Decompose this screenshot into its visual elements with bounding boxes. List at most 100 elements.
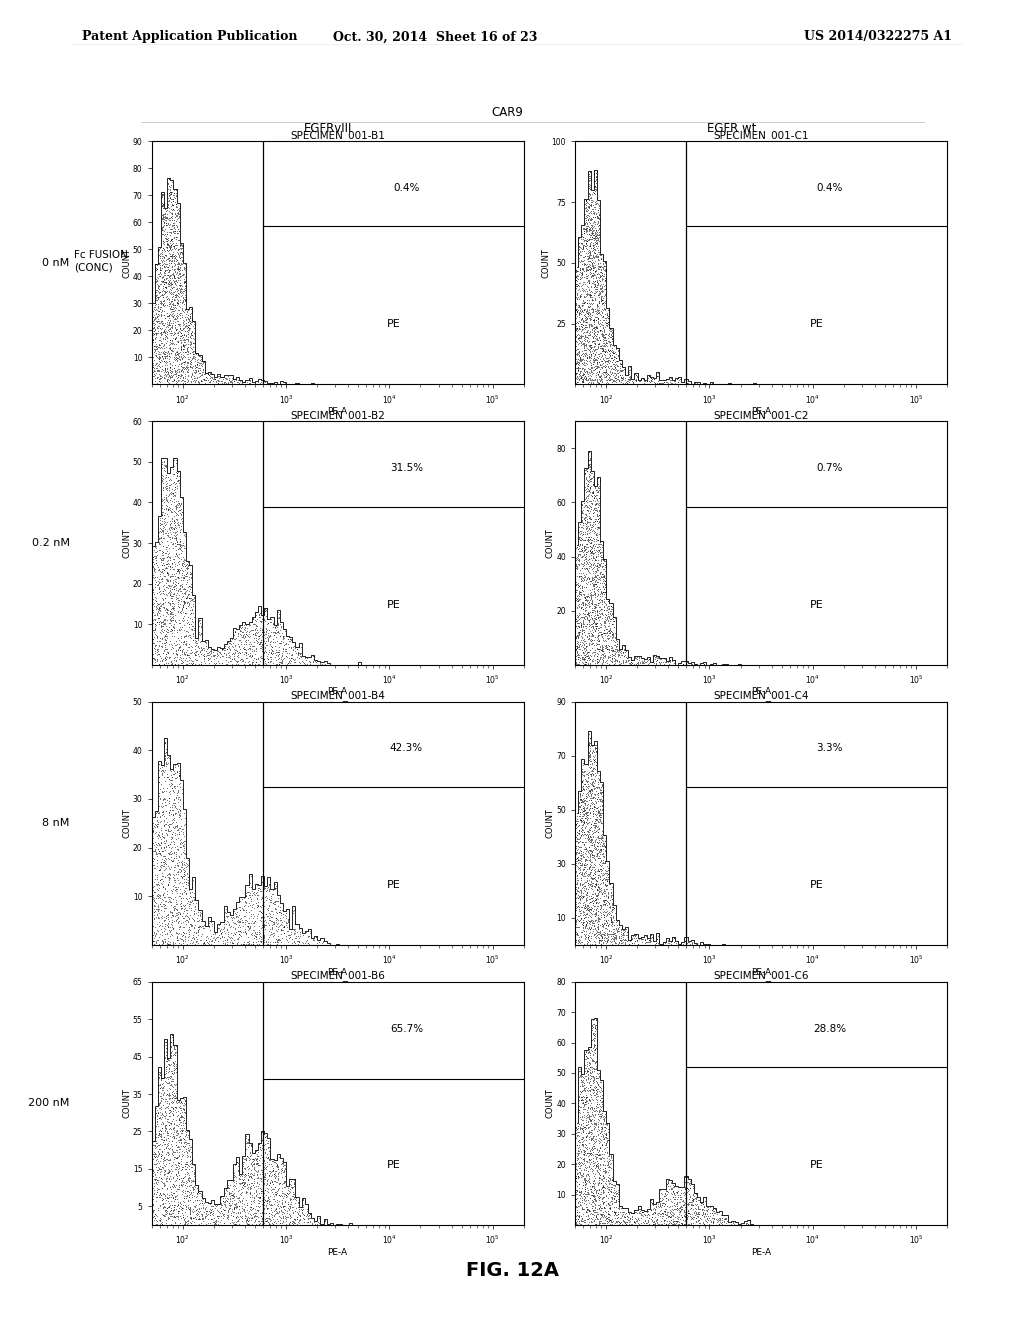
Point — [593, 265, 609, 286]
Point — [249, 888, 265, 909]
Point — [256, 609, 272, 630]
Point — [635, 652, 651, 673]
Point — [167, 1096, 183, 1117]
Point — [601, 1123, 617, 1144]
Point — [587, 478, 603, 499]
Point — [261, 1140, 278, 1162]
Point — [157, 367, 173, 388]
Point — [580, 366, 596, 387]
Point — [593, 583, 609, 605]
Point — [153, 900, 169, 921]
Point — [608, 651, 625, 672]
Point — [569, 857, 586, 878]
Point — [584, 1065, 600, 1086]
Point — [249, 631, 265, 652]
Point — [568, 638, 585, 659]
Point — [593, 1148, 609, 1170]
Point — [163, 1031, 179, 1052]
Point — [169, 294, 185, 315]
Point — [577, 875, 593, 896]
Point — [586, 747, 602, 768]
Point — [574, 610, 591, 631]
Point — [199, 929, 215, 950]
Point — [152, 634, 168, 655]
Point — [584, 649, 600, 671]
Point — [585, 474, 601, 495]
Point — [571, 805, 588, 826]
Point — [150, 639, 166, 660]
Point — [584, 867, 600, 888]
Point — [170, 862, 186, 883]
Point — [162, 780, 178, 801]
Point — [175, 644, 191, 665]
Point — [174, 347, 190, 368]
Point — [615, 651, 632, 672]
Point — [267, 616, 284, 638]
Point — [248, 1150, 264, 1171]
Point — [156, 215, 172, 236]
Point — [696, 1206, 713, 1228]
Point — [151, 614, 167, 635]
Point — [221, 639, 238, 660]
Point — [147, 290, 164, 312]
Point — [164, 482, 180, 503]
Point — [148, 582, 165, 603]
Point — [606, 909, 623, 931]
Point — [583, 195, 599, 216]
Point — [176, 1129, 193, 1150]
Point — [587, 1018, 603, 1039]
Point — [300, 1193, 316, 1214]
Point — [574, 226, 591, 247]
Point — [570, 227, 587, 248]
Point — [671, 1206, 687, 1228]
Point — [575, 1189, 592, 1210]
Point — [588, 830, 604, 851]
Point — [641, 366, 657, 387]
Point — [276, 1155, 293, 1176]
Point — [160, 371, 176, 392]
Point — [577, 789, 593, 810]
Point — [156, 520, 172, 541]
Point — [567, 917, 584, 939]
Point — [586, 777, 602, 799]
Point — [620, 645, 636, 667]
Point — [156, 213, 172, 234]
Point — [583, 366, 599, 387]
Point — [574, 352, 591, 374]
Point — [176, 1100, 193, 1121]
Point — [678, 372, 694, 393]
Point — [161, 314, 177, 335]
Point — [155, 207, 171, 228]
Point — [714, 1208, 730, 1229]
Point — [616, 364, 633, 385]
Point — [186, 1195, 203, 1216]
Point — [595, 248, 611, 269]
Point — [577, 594, 593, 615]
Point — [256, 1187, 272, 1208]
Point — [180, 323, 197, 345]
Point — [603, 1188, 620, 1209]
Point — [150, 896, 166, 917]
Point — [568, 1152, 585, 1173]
Point — [687, 1193, 703, 1214]
Point — [582, 260, 598, 281]
Point — [175, 1179, 191, 1200]
Point — [171, 800, 187, 821]
Point — [595, 566, 611, 587]
Point — [150, 1144, 166, 1166]
Point — [572, 854, 589, 875]
Point — [161, 1114, 177, 1135]
Point — [585, 246, 601, 267]
Point — [172, 305, 188, 326]
Point — [571, 792, 588, 813]
Point — [179, 315, 196, 337]
Point — [568, 1210, 585, 1232]
Point — [603, 908, 620, 929]
Point — [156, 273, 172, 294]
Point — [146, 558, 163, 579]
Point — [575, 800, 592, 821]
Point — [257, 915, 273, 936]
Point — [651, 1214, 668, 1236]
Point — [161, 1082, 177, 1104]
Point — [187, 356, 204, 378]
